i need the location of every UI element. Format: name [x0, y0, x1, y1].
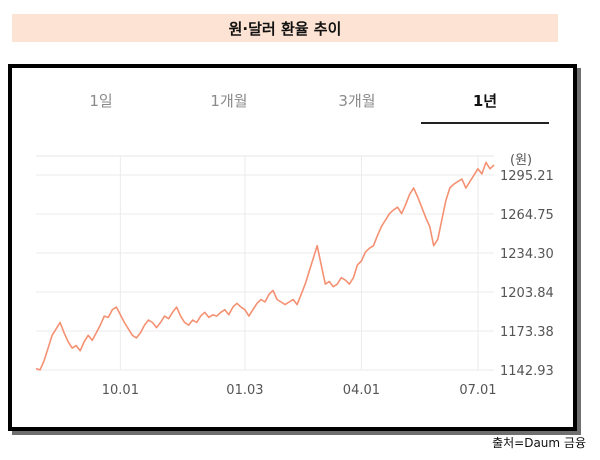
y-tick-label: 1173.38 — [500, 325, 554, 340]
tab-1-day[interactable]: 1일 — [89, 92, 113, 110]
x-tick-label: 10.01 — [102, 383, 139, 398]
y-tick-label: 1234.30 — [500, 247, 554, 262]
tab-1-year[interactable]: 1년 — [421, 78, 549, 124]
period-tabs: 1일 1개월 3개월 1년 — [37, 78, 549, 124]
tab-3-months[interactable]: 3개월 — [338, 92, 376, 110]
exchange-rate-chart: 1142.93 1173.38 1203.84 1234.30 1264.75 1295.… — [35, 153, 554, 398]
exchange-rate-line — [35, 161, 495, 371]
page-title: 원·달러 환율 추이 — [12, 14, 558, 42]
y-unit-label: (원) — [510, 153, 532, 168]
page-title-text: 원·달러 환율 추이 — [228, 19, 342, 38]
y-tick-label: 1264.75 — [500, 208, 554, 223]
x-tick-label: 01.03 — [226, 383, 263, 398]
chart-frame: 1일 1개월 3개월 1년 1142.93 1173.38 1203.84 1234.… — [8, 64, 577, 431]
x-tick-label: 07.01 — [459, 383, 496, 398]
tab-1-month[interactable]: 1개월 — [210, 92, 248, 110]
x-tick-label: 04.01 — [343, 383, 380, 398]
y-tick-label: 1295.21 — [500, 169, 554, 184]
y-tick-label: 1203.84 — [500, 286, 554, 301]
source-credit: 출처=Daum 금융 — [492, 436, 586, 450]
y-tick-label: 1142.93 — [500, 364, 554, 379]
